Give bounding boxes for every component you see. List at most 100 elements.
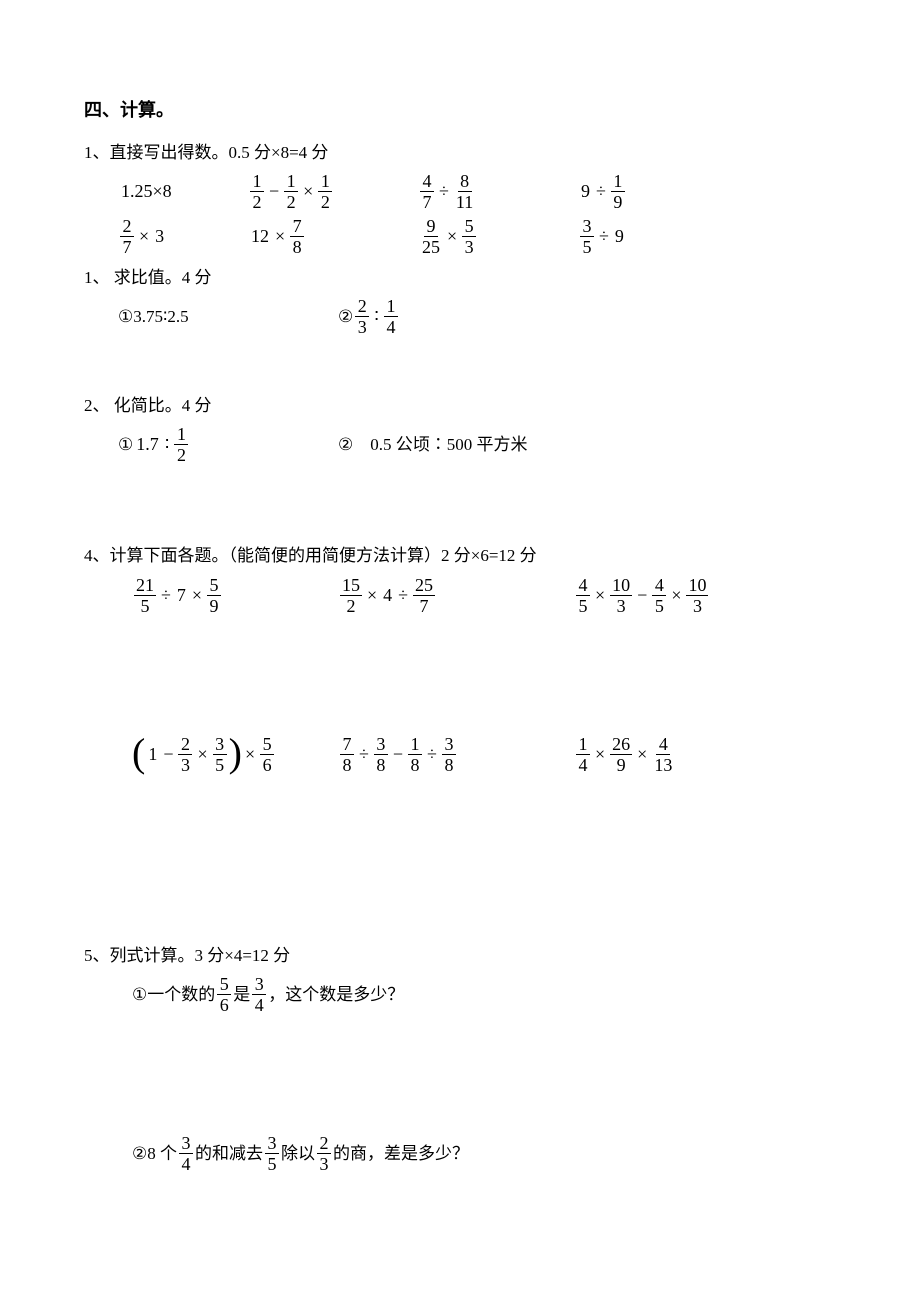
q4-cell: 78÷38−18÷38 bbox=[338, 735, 574, 774]
q3-item: ① 1.7∶12 bbox=[118, 425, 338, 464]
expression: 78÷38−18÷38 bbox=[338, 735, 458, 774]
fraction: 269 bbox=[610, 735, 632, 774]
operator: × bbox=[194, 740, 210, 769]
math-text: 7 bbox=[174, 581, 189, 610]
expression: 152×4÷257 bbox=[338, 576, 437, 615]
expression: 925×53 bbox=[418, 217, 478, 256]
q1-cell: 35÷9 bbox=[578, 217, 718, 256]
text: 的商，差是多少？ bbox=[333, 1140, 469, 1167]
fraction: 27 bbox=[120, 217, 134, 256]
fraction: 23 bbox=[317, 1134, 331, 1173]
expression: 45×103−45×103 bbox=[574, 576, 710, 615]
fraction: 53 bbox=[462, 217, 476, 256]
q4-row: 215÷7×59152×4÷25745×103−45×103 bbox=[132, 576, 836, 615]
expression: 12×78 bbox=[248, 217, 306, 256]
q1-row: 1.25×812−12×1247÷8119÷19 bbox=[118, 172, 836, 211]
fraction: 35 bbox=[213, 735, 227, 774]
q1-prefix: 1、直接写出得数。 bbox=[84, 143, 229, 162]
fraction: 78 bbox=[290, 217, 304, 256]
operator: × bbox=[136, 222, 152, 251]
expression: 12−12×12 bbox=[248, 172, 334, 211]
operator: × bbox=[242, 740, 258, 769]
q2-row: ①3.75∶2.5②23∶14 bbox=[84, 297, 836, 336]
math-text: 9 bbox=[578, 177, 593, 206]
fraction: 14 bbox=[576, 735, 590, 774]
fraction: 56 bbox=[217, 975, 231, 1014]
operator: − bbox=[266, 177, 282, 206]
q1-row: 27×312×78925×5335÷9 bbox=[118, 217, 836, 256]
operator: × bbox=[592, 740, 608, 769]
fraction: 925 bbox=[420, 217, 442, 256]
operator: × bbox=[444, 222, 460, 251]
operator: − bbox=[160, 740, 176, 769]
q5-prompt: 5、列式计算。3 分×4=12 分 bbox=[84, 942, 836, 969]
expression: 23∶14 bbox=[353, 297, 400, 336]
operator: × bbox=[189, 581, 205, 610]
page: 四、计算。 1、直接写出得数。0.5 分×8=4 分 1.25×812−12×1… bbox=[0, 0, 920, 1302]
text: 8 个 bbox=[147, 1140, 177, 1167]
q1-cell: 47÷811 bbox=[418, 172, 578, 211]
fraction: 23 bbox=[178, 735, 192, 774]
operator: ÷ bbox=[436, 177, 452, 206]
fraction: 23 bbox=[355, 297, 369, 336]
fraction: 12 bbox=[174, 425, 188, 464]
fraction: 38 bbox=[374, 735, 388, 774]
q4-cell: 152×4÷257 bbox=[338, 576, 574, 615]
q5-body: 一个数的56是34，这个数是多少？ bbox=[147, 975, 404, 1014]
q5-body: 8 个34的和减去35除以23的商，差是多少？ bbox=[147, 1134, 469, 1173]
math-text: 1.25×8 bbox=[118, 177, 175, 206]
fraction: 413 bbox=[652, 735, 674, 774]
q3-row: ① 1.7∶12② 0.5 公顷∶500 平方米 bbox=[84, 425, 836, 464]
spacer bbox=[84, 512, 836, 534]
q1-score: 0.5 分×8=4 分 bbox=[229, 143, 329, 162]
operator: ÷ bbox=[424, 740, 440, 769]
fraction: 18 bbox=[408, 735, 422, 774]
operator: ∶ bbox=[371, 302, 382, 331]
q1-cell: 1.25×8 bbox=[118, 177, 248, 206]
fraction: 103 bbox=[686, 576, 708, 615]
expression: 35÷9 bbox=[578, 217, 627, 256]
q4-cell: (1−23×35)×56 bbox=[132, 735, 338, 774]
fraction: 103 bbox=[610, 576, 632, 615]
q4-cell: 45×103−45×103 bbox=[574, 576, 710, 615]
q1-cell: 12×78 bbox=[248, 217, 418, 256]
spacer bbox=[132, 1014, 836, 1134]
operator: ÷ bbox=[356, 740, 372, 769]
expression: 47÷811 bbox=[418, 172, 477, 211]
spacer bbox=[84, 476, 836, 512]
math-text: 4 bbox=[380, 581, 395, 610]
q1-cell: 12−12×12 bbox=[248, 172, 418, 211]
section-title: 四、计算。 bbox=[84, 96, 836, 125]
operator: ∶ bbox=[162, 430, 173, 459]
expression: (1−23×35)×56 bbox=[132, 735, 276, 774]
fraction: 34 bbox=[252, 975, 266, 1014]
text: ，这个数是多少？ bbox=[268, 981, 404, 1008]
operator: × bbox=[634, 740, 650, 769]
q4-cell: 14×269×413 bbox=[574, 735, 676, 774]
q1-cell: 9÷19 bbox=[578, 172, 718, 211]
text: ① bbox=[118, 431, 133, 458]
q4-row: (1−23×35)×5678÷38−18÷3814×269×413 bbox=[132, 735, 836, 774]
fraction: 45 bbox=[576, 576, 590, 615]
text: 除以 bbox=[281, 1140, 315, 1167]
expression: 27×3 bbox=[118, 217, 167, 256]
operator: × bbox=[668, 581, 684, 610]
text: ② bbox=[338, 303, 353, 330]
operator: ÷ bbox=[593, 177, 609, 206]
operator: − bbox=[390, 740, 406, 769]
fraction: 12 bbox=[318, 172, 332, 211]
fraction: 59 bbox=[207, 576, 221, 615]
math-text: 1 bbox=[145, 740, 160, 769]
q2-item: ②23∶14 bbox=[338, 297, 400, 336]
expression: 215÷7×59 bbox=[132, 576, 223, 615]
text: ① bbox=[118, 303, 133, 330]
fraction: 19 bbox=[611, 172, 625, 211]
text: 一个数的 bbox=[147, 981, 215, 1008]
fraction: 56 bbox=[260, 735, 274, 774]
text: ② bbox=[338, 431, 370, 458]
q1-grid: 1.25×812−12×1247÷8119÷1927×312×78925×533… bbox=[84, 172, 836, 256]
q2-prompt: 1、 求比值。4 分 bbox=[84, 264, 836, 291]
math-text: 3 bbox=[152, 222, 167, 251]
text: 的和减去 bbox=[195, 1140, 263, 1167]
rparen: ) bbox=[229, 735, 242, 771]
